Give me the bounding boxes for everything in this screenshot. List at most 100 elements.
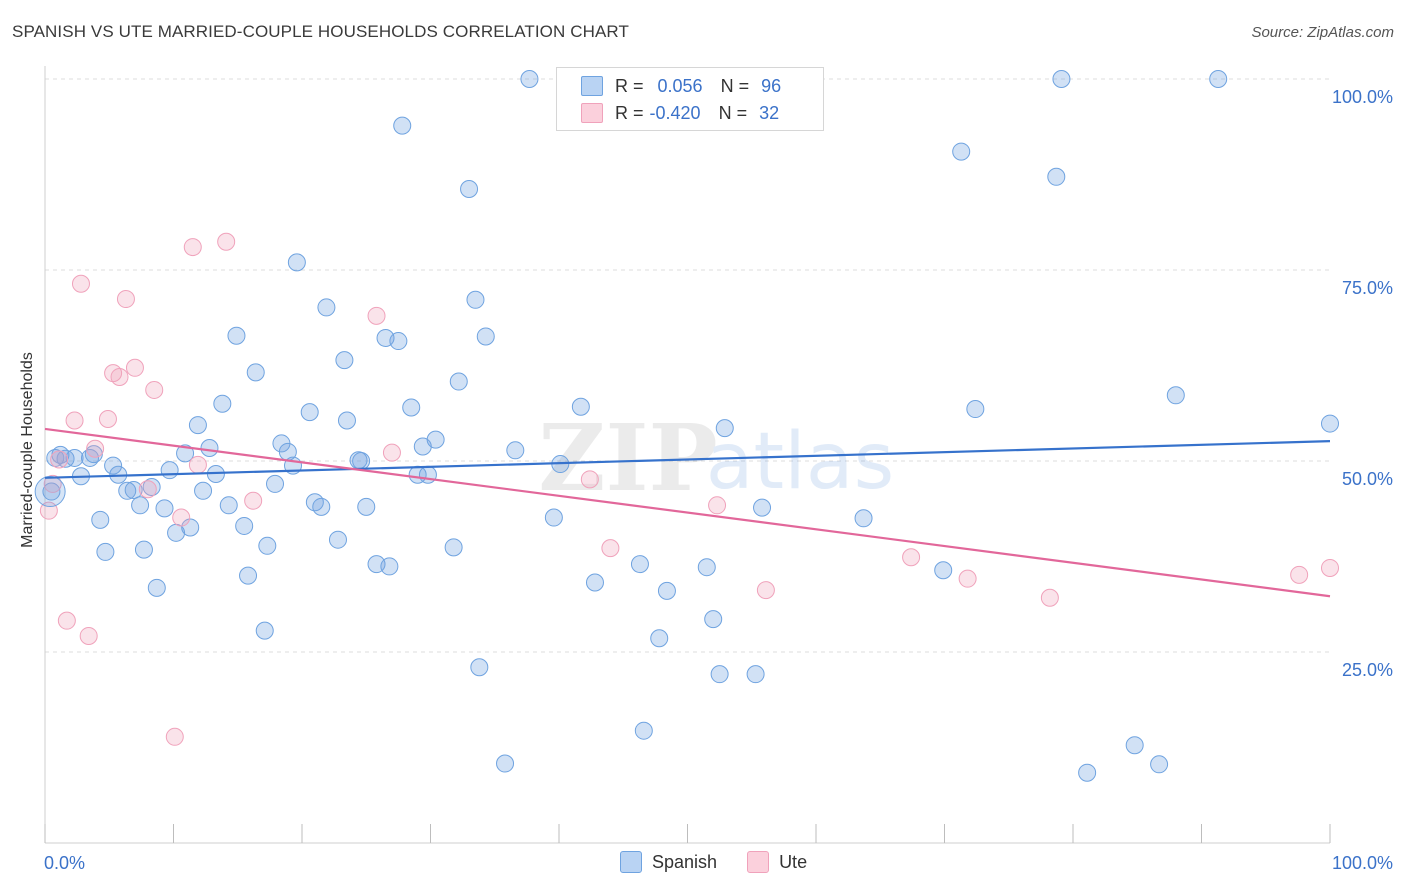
point-spanish-52 (380, 557, 399, 576)
x-tick-label-max: 100.0% (1332, 853, 1393, 873)
point-spanish-14 (131, 496, 150, 515)
legend-swatch-spanish (581, 76, 603, 96)
point-spanish-21 (176, 444, 195, 463)
point-ute-21 (367, 306, 386, 325)
point-spanish-81 (715, 419, 734, 438)
point-ute-23 (580, 470, 599, 489)
point-spanish-88 (1047, 167, 1066, 186)
watermark-atlas: atlas (706, 417, 895, 507)
point-ute-12 (125, 358, 144, 377)
axes (44, 66, 1331, 844)
trend-line-ute (44, 427, 1331, 598)
point-ute-17 (183, 238, 202, 257)
point-ute-13 (138, 480, 157, 499)
point-spanish-10 (104, 456, 123, 475)
point-ute-26 (756, 581, 775, 600)
point-ute-3 (57, 611, 76, 630)
point-spanish-74 (634, 721, 653, 740)
point-spanish-27 (213, 394, 232, 413)
point-spanish-28 (219, 496, 238, 515)
series-legend-spanish-label: Spanish (652, 851, 718, 872)
point-ute-28 (958, 569, 977, 588)
point-spanish-80 (710, 665, 729, 684)
legend-spanish-r-value: 0.056 (657, 75, 703, 96)
point-spanish-60 (444, 538, 463, 557)
data-points (34, 70, 1339, 782)
trend-lines (44, 427, 1331, 598)
watermark: ZIP atlas (538, 404, 894, 512)
point-spanish-63 (466, 290, 485, 309)
legend-ute-n-label: N = (718, 102, 748, 123)
legend-spanish-n-value: 96 (761, 75, 782, 96)
chart-title: SPANISH VS UTE MARRIED-COUPLE HOUSEHOLDS… (12, 22, 629, 41)
point-spanish-82 (746, 665, 765, 684)
point-spanish-23 (188, 416, 207, 435)
point-spanish-29 (227, 326, 246, 345)
point-spanish-34 (258, 536, 277, 555)
point-spanish-cluster (34, 476, 66, 508)
point-spanish-33 (255, 621, 274, 640)
series-legend-ute[interactable]: Ute (747, 851, 807, 873)
point-spanish-71 (571, 397, 590, 416)
point-spanish-77 (697, 558, 716, 577)
point-spanish-78 (704, 610, 723, 629)
point-spanish-15 (134, 540, 153, 559)
point-spanish-86 (934, 561, 953, 580)
point-spanish-72 (585, 573, 604, 592)
point-spanish-84 (854, 509, 873, 528)
point-ute-15 (165, 727, 184, 746)
point-ute-20 (244, 491, 263, 510)
point-ute-27 (902, 548, 921, 567)
point-spanish-25 (200, 439, 219, 458)
point-ute-14 (145, 380, 164, 399)
point-spanish-12 (118, 481, 137, 500)
point-spanish-94 (1209, 70, 1228, 88)
legend-ute-r-value: -0.420 (649, 102, 701, 123)
point-spanish-44 (328, 530, 347, 549)
point-ute-24 (601, 539, 620, 558)
point-spanish-17 (147, 578, 166, 597)
source-credit: Source: ZipAtlas.com (1251, 24, 1394, 41)
point-spanish-40 (300, 403, 319, 422)
point-spanish-87 (966, 400, 985, 419)
point-spanish-76 (657, 581, 676, 600)
tick-labels: 25.0% 50.0% 75.0% 100.0% 0.0% 100.0% (44, 87, 1393, 873)
series-swatch-ute (747, 851, 770, 873)
point-spanish-30 (235, 516, 254, 535)
point-spanish-85 (952, 142, 971, 161)
y-axis-label: Married-couple Households (19, 352, 36, 548)
point-spanish-35 (266, 474, 285, 493)
legend-ute-r-label: R = (615, 102, 644, 123)
point-spanish-75 (650, 629, 669, 648)
series-legend: Spanish Ute (620, 851, 837, 873)
x-tick-label-min: 0.0% (44, 853, 85, 873)
series-legend-spanish[interactable]: Spanish (620, 851, 717, 873)
point-ute-8 (98, 409, 117, 428)
point-spanish-32 (246, 363, 265, 382)
point-spanish-95 (1321, 414, 1339, 433)
point-spanish-83 (753, 498, 772, 517)
trend-line-spanish (44, 440, 1331, 479)
point-ute-2 (50, 450, 69, 469)
watermark-zip: ZIP (538, 404, 717, 512)
point-ute-7 (86, 439, 105, 458)
point-ute-1 (43, 474, 62, 493)
point-ute-31 (1321, 558, 1339, 577)
legend-spanish-r-label: R = (615, 75, 644, 96)
point-ute-5 (71, 274, 90, 293)
point-spanish-62 (460, 180, 479, 199)
point-spanish-66 (496, 754, 515, 773)
point-spanish-65 (476, 327, 495, 346)
point-ute-6 (79, 626, 98, 645)
point-spanish-54 (393, 116, 412, 135)
point-spanish-31 (239, 566, 258, 585)
point-ute-30 (1290, 565, 1309, 584)
point-spanish-18 (155, 499, 174, 518)
point-ute-19 (217, 232, 236, 251)
point-spanish-45 (335, 351, 354, 370)
y-tick-label-75: 75.0% (1342, 278, 1393, 298)
series-legend-ute-label: Ute (779, 851, 808, 872)
point-spanish-53 (389, 332, 408, 351)
point-spanish-8 (91, 510, 110, 529)
